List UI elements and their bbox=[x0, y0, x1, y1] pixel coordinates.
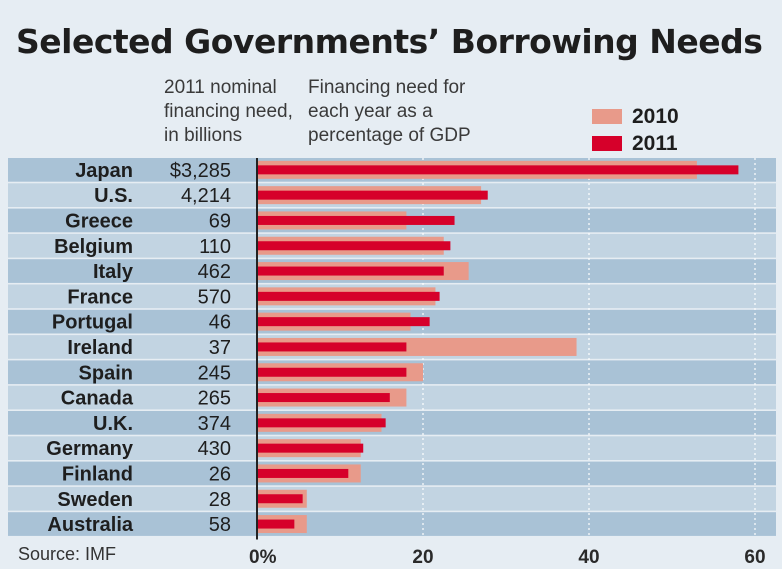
bar-2011 bbox=[257, 468, 349, 478]
nominal-value-label: 430 bbox=[198, 438, 231, 460]
category-label: Germany bbox=[46, 438, 134, 460]
legend-swatch-2010 bbox=[592, 109, 622, 124]
bar-2011 bbox=[257, 367, 407, 377]
row-background bbox=[8, 411, 776, 435]
category-label: France bbox=[67, 286, 133, 308]
nominal-value-label: 58 bbox=[209, 514, 231, 536]
chart-title: Selected Governments’ Borrowing Needs bbox=[16, 22, 763, 61]
legend-label-2011: 2011 bbox=[632, 131, 678, 155]
nominal-value-label: 570 bbox=[198, 286, 231, 308]
bar-2011 bbox=[257, 165, 739, 175]
category-label: Sweden bbox=[57, 489, 133, 511]
x-tick-label: 60 bbox=[744, 547, 765, 568]
bar-2011 bbox=[257, 266, 444, 276]
legend-item-2010: 2010 bbox=[592, 103, 679, 130]
category-label: Italy bbox=[93, 261, 134, 283]
nominal-value-label: 245 bbox=[198, 362, 231, 384]
legend: 2010 2011 bbox=[592, 103, 679, 157]
legend-label-2010: 2010 bbox=[632, 104, 679, 128]
bar-2011 bbox=[257, 494, 303, 504]
bar-2011 bbox=[257, 393, 390, 403]
category-label: Ireland bbox=[67, 337, 133, 359]
bar-2011 bbox=[257, 342, 407, 352]
x-tick-label: 40 bbox=[578, 547, 599, 568]
nominal-value-label: 110 bbox=[199, 236, 231, 258]
row-background bbox=[8, 461, 776, 486]
percentage-gdp-note: Financing need for each year as a percen… bbox=[308, 77, 471, 146]
bar-2011 bbox=[257, 519, 295, 529]
category-label: Japan bbox=[75, 160, 133, 182]
bar-2011 bbox=[257, 317, 430, 327]
row-background bbox=[8, 436, 776, 460]
category-label: Australia bbox=[47, 514, 133, 536]
legend-swatch-2011 bbox=[592, 136, 622, 151]
nominal-value-label: 374 bbox=[198, 413, 231, 435]
nominal-value-label: 26 bbox=[209, 463, 231, 485]
bar-2011 bbox=[257, 291, 440, 301]
source-note: Source: IMF bbox=[18, 544, 117, 564]
legend-item-2011: 2011 bbox=[592, 130, 679, 157]
bar-2011 bbox=[257, 190, 488, 200]
nominal-value-label: 46 bbox=[209, 312, 231, 334]
nominal-value-label: 4,214 bbox=[181, 185, 231, 207]
x-tick-label: 20 bbox=[412, 547, 433, 568]
nominal-value-label: $3,285 bbox=[170, 160, 231, 182]
category-label: Portugal bbox=[52, 312, 133, 334]
category-label: Belgium bbox=[54, 236, 133, 258]
category-label: U.S. bbox=[94, 185, 133, 207]
row-background bbox=[8, 486, 776, 511]
nominal-value-label: 462 bbox=[198, 261, 231, 283]
row-background bbox=[8, 512, 776, 536]
category-label: Finland bbox=[62, 463, 133, 485]
bar-2011 bbox=[257, 241, 451, 251]
category-label: Spain bbox=[79, 362, 133, 384]
nominal-value-label: 69 bbox=[209, 210, 231, 232]
category-label: U.K. bbox=[93, 413, 133, 435]
nominal-value-label: 28 bbox=[209, 489, 231, 511]
nominal-need-note: 2011 nominal financing need, in billions bbox=[164, 77, 293, 146]
bar-2011 bbox=[257, 443, 364, 453]
bar-2011 bbox=[257, 215, 455, 225]
nominal-value-label: 265 bbox=[198, 388, 231, 410]
category-label: Canada bbox=[61, 388, 134, 410]
x-tick-label: 0% bbox=[249, 547, 277, 568]
nominal-value-label: 37 bbox=[209, 337, 231, 359]
category-label: Greece bbox=[65, 210, 133, 232]
bar-2011 bbox=[257, 418, 386, 428]
